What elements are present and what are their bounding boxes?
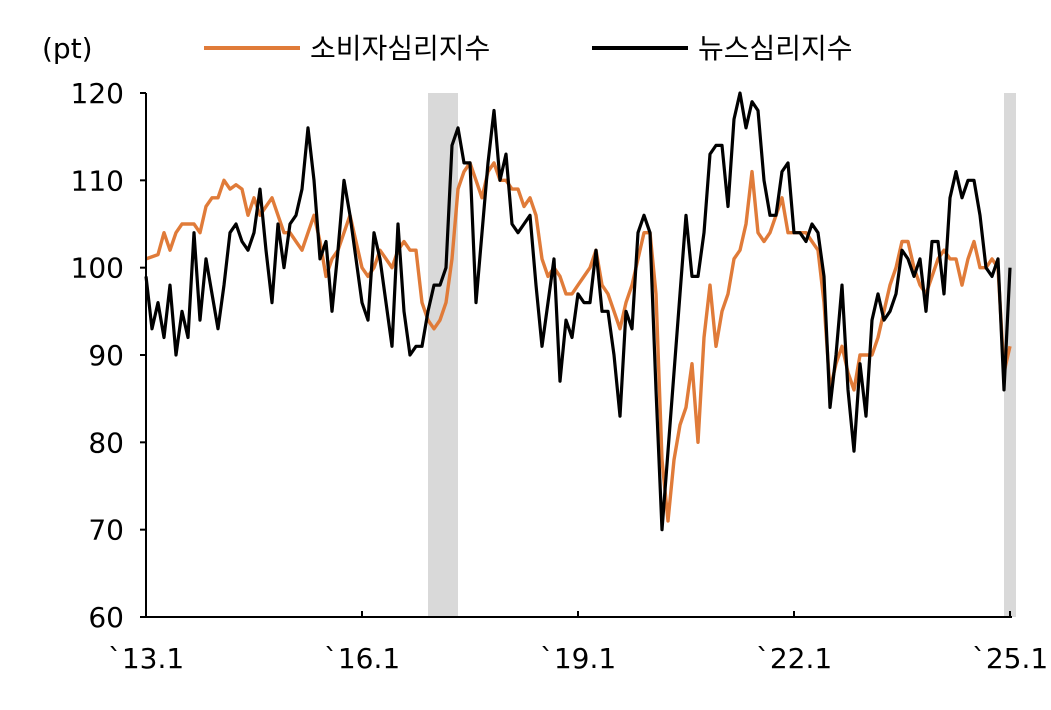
x-tick-label: `22.1 xyxy=(756,642,832,675)
x-tick-label: `13.1 xyxy=(108,642,184,675)
y-unit-label: (pt) xyxy=(42,32,93,65)
shaded-periods xyxy=(428,93,1016,617)
y-tick-label: 90 xyxy=(88,339,124,372)
y-tick-label: 120 xyxy=(71,77,124,110)
legend: 소비자심리지수 뉴스심리지수 xyxy=(204,32,853,65)
axes: 60 70 80 90 100 110 120 `13.1 `16.1 `19.1 `22.1 `25… xyxy=(71,77,1049,675)
y-tick-label: 60 xyxy=(88,601,124,634)
series-line-0 xyxy=(145,161,1012,523)
x-tick-label: `19.1 xyxy=(540,642,616,675)
legend-label-0: 소비자심리지수 xyxy=(310,32,490,65)
series-line-1 xyxy=(144,91,1012,532)
shaded-period-0 xyxy=(428,93,458,617)
x-tick-label: `25.1 xyxy=(972,642,1048,675)
legend-label-1: 뉴스심리지수 xyxy=(698,32,853,65)
series-lines xyxy=(144,91,1012,532)
y-tick-label: 70 xyxy=(88,514,124,547)
y-tick-label: 80 xyxy=(88,426,124,459)
shaded-period-1 xyxy=(1004,93,1016,617)
y-tick-label: 110 xyxy=(71,164,124,197)
x-tick-label: `16.1 xyxy=(324,642,400,675)
y-tick-label: 100 xyxy=(71,252,124,285)
